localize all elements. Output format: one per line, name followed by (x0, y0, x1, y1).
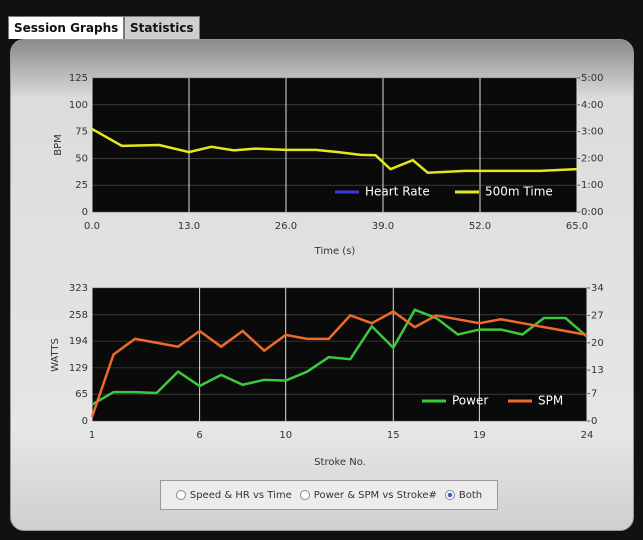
y2-tick-label: 7 (591, 389, 597, 400)
view-options: Speed & HR vs Time Power & SPM vs Stroke#… (160, 480, 498, 510)
x-tick-label: 24 (581, 430, 594, 441)
y-tick-label: 194 (69, 336, 88, 347)
legend-label: Power (452, 394, 488, 408)
y-axis-label: WATTS (50, 338, 61, 372)
y-tick-label: 323 (69, 283, 88, 294)
y2-tick-label: 5:00 (581, 73, 603, 84)
x-tick-label: 13.0 (178, 221, 200, 232)
legend-label: 500m Time (485, 185, 553, 199)
radio-option[interactable]: Speed & HR vs Time (175, 489, 292, 501)
plot-area (92, 288, 587, 421)
y-tick-label: 0 (82, 416, 88, 427)
radio-label[interactable]: Both (458, 489, 483, 501)
y2-tick-label: 20 (591, 338, 604, 349)
tab[interactable]: Statistics (124, 16, 200, 39)
radio-button[interactable] (444, 490, 455, 500)
tab[interactable]: Session Graphs (8, 16, 125, 39)
x-axis-label: Time (s) (314, 246, 356, 257)
x-tick-label: 15 (387, 430, 400, 441)
x-tick-label: 10 (279, 430, 292, 441)
legend-label: Heart Rate (365, 185, 430, 199)
y-tick-label: 65 (75, 389, 88, 400)
y-tick-label: 125 (69, 73, 88, 84)
y2-tick-label: 4:00 (581, 100, 603, 111)
plot-area (92, 78, 577, 212)
y2-tick-label: 27 (591, 310, 604, 321)
legend-label: SPM (538, 394, 563, 408)
radio-label[interactable]: Power & SPM vs Stroke# (313, 489, 437, 501)
x-tick-label: 26.0 (275, 221, 297, 232)
x-tick-label: 6 (196, 430, 202, 441)
y2-tick-label: 13 (591, 365, 604, 376)
x-tick-label: 52.0 (469, 221, 491, 232)
y2-tick-label: 34 (591, 283, 604, 294)
y-tick-label: 25 (75, 180, 88, 191)
y2-tick-label: 3:00 (581, 127, 603, 138)
radio-option[interactable]: Power & SPM vs Stroke# (299, 489, 437, 501)
y-tick-label: 100 (69, 100, 88, 111)
y-tick-label: 258 (69, 310, 88, 321)
y2-tick-label: 0 (591, 416, 597, 427)
x-tick-label: 39.0 (372, 221, 394, 232)
x-tick-label: 65.0 (566, 221, 588, 232)
data-line (91, 127, 578, 174)
radio-option[interactable]: Both (444, 489, 483, 501)
y-tick-label: 75 (75, 127, 88, 138)
data-line (90, 309, 588, 418)
x-tick-label: 1 (89, 430, 95, 441)
x-axis-label: Stroke No. (314, 457, 366, 468)
radio-button[interactable] (299, 490, 310, 500)
x-tick-label: 0.0 (84, 221, 100, 232)
y-tick-label: 50 (75, 153, 88, 164)
y2-tick-label: 2:00 (581, 153, 603, 164)
y-tick-label: 129 (69, 363, 88, 374)
y-axis-label: BPM (53, 134, 64, 156)
y2-tick-label: 1:00 (581, 180, 603, 191)
y2-tick-label: 0:00 (581, 207, 603, 218)
data-line (91, 308, 588, 406)
radio-button[interactable] (175, 490, 186, 500)
radio-label[interactable]: Speed & HR vs Time (189, 489, 292, 501)
x-tick-label: 19 (473, 430, 486, 441)
y-tick-label: 0 (82, 207, 88, 218)
